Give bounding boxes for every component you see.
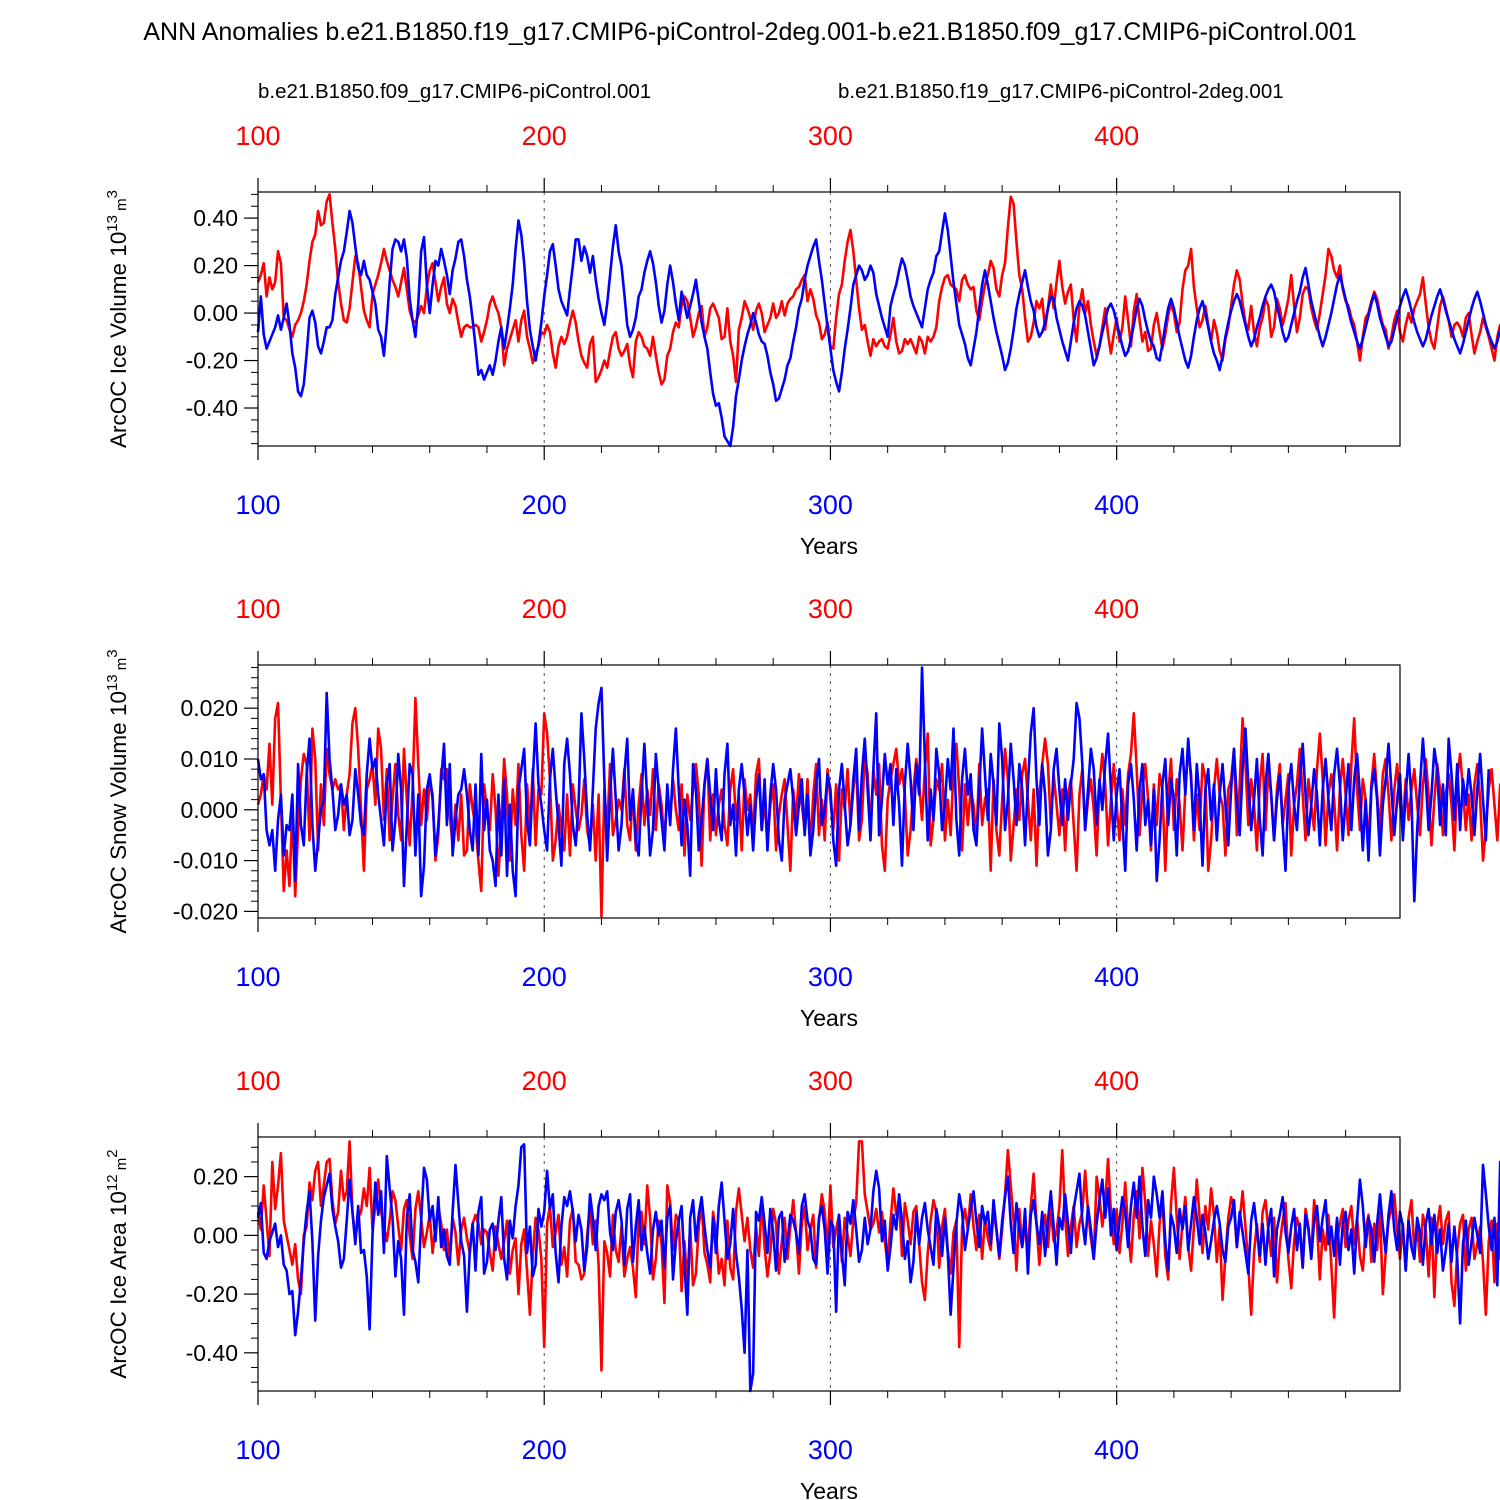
y-tick-label: -0.20 <box>186 1281 238 1307</box>
plot-frame <box>257 664 1401 919</box>
y-tick-label: 0.000 <box>180 797 238 823</box>
y-tick-label: 0.00 <box>193 300 238 326</box>
x-tick-label-top: 400 <box>1094 1066 1139 1096</box>
y-axis-label-part: ArcOC Ice Area 10 <box>106 1191 131 1379</box>
y-axis-label-part: m <box>113 658 130 675</box>
y-axis-label-part: 13 <box>104 674 121 691</box>
plot-frame <box>257 191 1401 447</box>
x-tick-label-top: 200 <box>522 1066 567 1096</box>
series-line-blue <box>256 1143 1500 1393</box>
x-tick-label-top: 300 <box>808 1066 853 1096</box>
series-line-red <box>256 1140 1500 1372</box>
chart-panel-2: -0.020 -0.010 0.000 0.010 0.020 100 200 300 400 1… <box>104 594 1500 1031</box>
x-tick-label-top: 100 <box>235 1066 280 1096</box>
x-tick-label-bottom: 200 <box>522 962 567 992</box>
y-axis-label-part: 12 <box>104 1174 121 1191</box>
y-tick-label: 0.20 <box>193 253 238 279</box>
chart-panel-3: -0.40 -0.20 0.00 0.20 100 200 300 400 100 200 300 4… <box>104 1066 1500 1500</box>
y-axis-label-part: 3 <box>104 190 121 198</box>
y-axis-label-part: 3 <box>104 649 121 657</box>
series-line-red <box>256 193 1500 386</box>
x-tick-label-top: 300 <box>808 121 853 151</box>
x-tick-label-bottom: 100 <box>235 962 280 992</box>
x-tick-label-bottom: 400 <box>1094 490 1139 520</box>
y-tick-label: -0.20 <box>186 348 238 374</box>
y-tick-label: -0.40 <box>186 1340 238 1366</box>
y-tick-label: -0.020 <box>173 898 238 924</box>
x-axis-label: Years <box>800 1005 858 1031</box>
y-tick-label: 0.010 <box>180 746 238 772</box>
x-tick-label-bottom: 400 <box>1094 962 1139 992</box>
x-tick-label-bottom: 200 <box>522 1435 567 1465</box>
y-axis-label-part: m <box>113 198 130 215</box>
y-tick-label: -0.40 <box>186 395 238 421</box>
series-line-blue <box>256 209 1500 448</box>
x-tick-label-bottom: 300 <box>808 490 853 520</box>
plot-frame <box>257 1136 1401 1392</box>
legend-blue-series-label: b.e21.B1850.f19_g17.CMIP6-piControl-2deg… <box>838 80 1284 103</box>
x-tick-label-bottom: 300 <box>808 1435 853 1465</box>
x-tick-label-top: 100 <box>235 594 280 624</box>
y-tick-label: -0.010 <box>173 848 238 874</box>
x-tick-label-bottom: 400 <box>1094 1435 1139 1465</box>
y-tick-label: 0.020 <box>180 695 238 721</box>
y-axis-label-part: ArcOC Snow Volume 10 <box>106 691 131 934</box>
legend-red-series-label: b.e21.B1850.f09_g17.CMIP6-piControl.001 <box>258 80 652 103</box>
series-line-blue <box>256 666 1491 903</box>
y-tick-label: 0.20 <box>193 1164 238 1190</box>
x-tick-label-bottom: 100 <box>235 490 280 520</box>
x-tick-label-bottom: 200 <box>522 490 567 520</box>
chart-main-title: ANN Anomalies b.e21.B1850.f19_g17.CMIP6-… <box>143 18 1357 46</box>
x-axis-label: Years <box>800 1478 858 1500</box>
y-axis-label-part: m <box>113 1158 130 1175</box>
y-tick-label: 0.00 <box>193 1222 238 1248</box>
y-tick-label: 0.40 <box>193 205 238 231</box>
x-tick-label-bottom: 300 <box>808 962 853 992</box>
x-tick-label-top: 300 <box>808 594 853 624</box>
y-axis-label-part: ArcOC Ice Volume 10 <box>106 232 131 448</box>
x-tick-label-top: 100 <box>235 121 280 151</box>
y-axis-label-part: 2 <box>104 1149 121 1157</box>
y-axis-label-part: 13 <box>104 215 121 232</box>
y-axis-label: ArcOC Snow Volume 1013 m3 <box>104 649 131 933</box>
x-axis-label: Years <box>800 533 858 559</box>
x-tick-label-bottom: 100 <box>235 1435 280 1465</box>
y-axis-label: ArcOC Ice Volume 1013 m3 <box>104 190 131 448</box>
x-tick-label-top: 200 <box>522 594 567 624</box>
x-tick-label-top: 200 <box>522 121 567 151</box>
y-axis-label: ArcOC Ice Area 1012 m2 <box>104 1149 131 1378</box>
x-tick-label-top: 400 <box>1094 594 1139 624</box>
chart-panel-1: -0.40 -0.20 0.00 0.20 0.40 100 200 300 400 100 200… <box>104 121 1500 559</box>
x-tick-label-top: 400 <box>1094 121 1139 151</box>
